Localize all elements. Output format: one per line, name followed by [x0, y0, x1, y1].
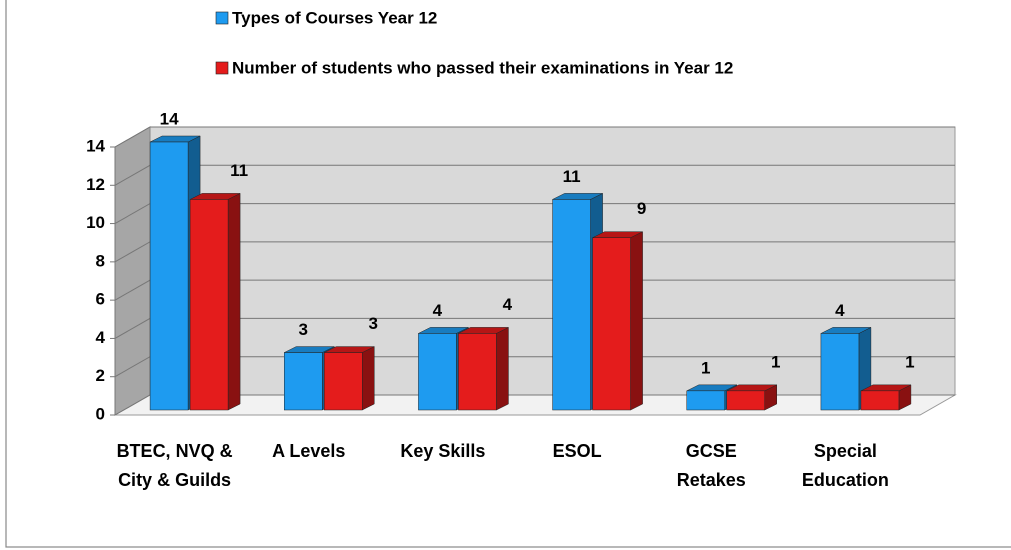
y-tick-label: 14	[86, 136, 105, 155]
bar	[820, 327, 872, 411]
bar	[418, 327, 469, 411]
x-tick-label: BTEC, NVQ & City & Guilds	[116, 441, 233, 490]
y-tick-label: 12	[86, 175, 105, 194]
bar	[860, 384, 912, 411]
bar-face	[362, 346, 375, 411]
side-wall	[114, 126, 151, 416]
value-label: 1	[701, 358, 710, 377]
bar	[324, 346, 375, 411]
bar-face	[726, 390, 765, 411]
value-label: 3	[299, 320, 308, 339]
bar-face	[860, 390, 900, 411]
value-label: 1	[771, 352, 780, 371]
value-label: 4	[835, 301, 845, 320]
y-tick-label: 4	[96, 328, 106, 347]
bar-face	[686, 390, 725, 411]
frame	[5, 0, 1011, 548]
bar-face	[418, 333, 457, 411]
value-label: 1	[905, 352, 914, 371]
legend-swatch	[215, 61, 229, 75]
bar	[458, 327, 509, 411]
x-tick-label: Key Skills	[400, 441, 486, 461]
legend-label: Types of Courses Year 12	[232, 8, 437, 27]
bar-face	[552, 199, 591, 411]
legend-label: Number of students who passed their exam…	[232, 58, 733, 77]
bar-face	[324, 352, 363, 411]
value-label: 11	[230, 161, 248, 180]
bar-face	[149, 141, 189, 411]
bar-face	[458, 333, 497, 411]
bar-face	[284, 352, 323, 411]
y-tick-label: 6	[96, 290, 105, 309]
value-label: 4	[433, 301, 443, 320]
bar-face	[496, 327, 509, 411]
value-label: 4	[503, 295, 513, 314]
bar-face	[820, 333, 860, 411]
bar-face	[592, 237, 631, 411]
legend-swatch	[215, 11, 229, 25]
y-tick-label: 0	[96, 404, 105, 423]
y-tick-label: 2	[96, 366, 105, 385]
y-tick-label: 8	[96, 251, 105, 270]
bar	[592, 231, 643, 411]
x-tick-label: ESOL	[552, 441, 602, 461]
bar-face	[227, 193, 241, 411]
bar	[726, 384, 777, 411]
value-label: 11	[563, 167, 581, 186]
grid-line	[114, 126, 955, 148]
bar	[189, 193, 241, 411]
bar-face	[189, 199, 229, 411]
x-tick-label: GCSE Retakes	[676, 441, 746, 490]
y-tick-label: 10	[86, 213, 105, 232]
value-label: 9	[637, 199, 646, 218]
bar-face	[630, 231, 643, 411]
x-tick-label: A Levels	[272, 441, 346, 461]
x-tick-label: Special Education	[801, 441, 889, 490]
value-label: 3	[369, 314, 378, 333]
value-label: 14	[160, 109, 179, 128]
